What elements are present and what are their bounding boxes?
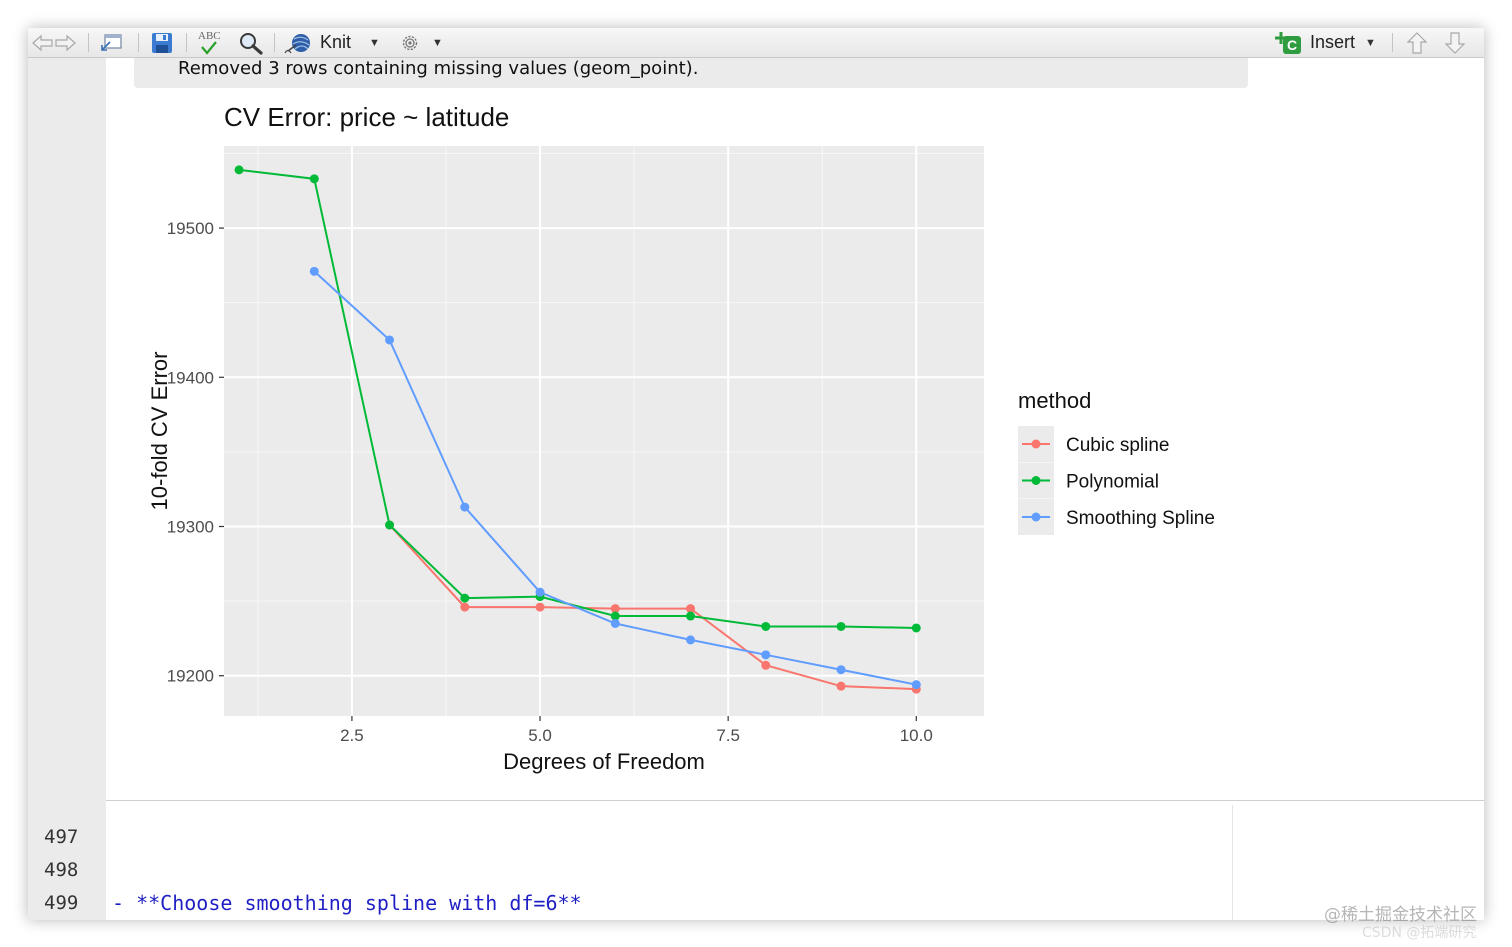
previous-chunk-icon[interactable]: [1406, 28, 1428, 57]
data-point: [385, 335, 395, 345]
insert-chunk-icon: C: [1274, 31, 1306, 55]
x-tick-label: 2.5: [340, 726, 364, 745]
data-point: [911, 623, 921, 633]
watermark-text: @稀土掘金技术社区: [1324, 905, 1477, 925]
legend-key-point: [1031, 439, 1041, 449]
y-axis-title: 10-fold CV Error: [147, 352, 172, 511]
data-point: [761, 650, 771, 660]
x-tick-label: 5.0: [528, 726, 552, 745]
series-line: [388, 524, 917, 691]
line-number: 498: [44, 859, 79, 881]
checkmark-icon: [201, 40, 218, 55]
data-point: [610, 604, 620, 614]
legend-title: method: [1018, 388, 1091, 413]
warning-text: Removed 3 rows containing missing values…: [178, 58, 699, 79]
data-point: [535, 587, 545, 597]
legend-label: Smoothing Spline: [1066, 508, 1215, 529]
insert-label: Insert: [1310, 32, 1356, 52]
x-tick-label: 10.0: [900, 726, 933, 745]
print-margin-line: [1232, 805, 1233, 920]
forward-arrow-icon[interactable]: [54, 28, 76, 57]
data-point: [385, 520, 395, 530]
legend-key-point: [1031, 476, 1041, 485]
chevron-down-icon: ▼: [369, 36, 380, 49]
back-arrow-icon[interactable]: [32, 28, 54, 57]
rstudio-editor-window: ABC Knit ▼ ▼ C Insert ▼: [28, 28, 1484, 920]
show-in-window-icon[interactable]: [100, 28, 124, 57]
data-point: [234, 165, 244, 175]
data-point: [836, 621, 846, 631]
knit-button[interactable]: Knit ▼: [284, 28, 380, 57]
data-point: [686, 635, 696, 645]
data-point: [535, 602, 545, 612]
chart-title: CV Error: price ~ latitude: [224, 102, 509, 132]
editor-toolbar: ABC Knit ▼ ▼ C Insert ▼: [28, 28, 1484, 58]
y-tick-label: 19200: [167, 667, 214, 686]
data-point: [836, 665, 846, 675]
line-number: 499: [44, 892, 79, 914]
series-line: [238, 168, 917, 629]
cv-error-plot: CV Error: price ~ latitude 2.5 5.0 7.5 10.0 1…: [147, 102, 1215, 774]
yarn-ball-icon: [284, 33, 310, 53]
data-point: [761, 621, 771, 631]
data-point: [309, 266, 319, 276]
plot-panel: [224, 146, 984, 716]
data-point: [836, 681, 846, 691]
chevron-down-icon: ▼: [1365, 36, 1376, 49]
line-number: 497: [44, 826, 79, 848]
watermark-text-secondary: CSDN @拓端研究: [1362, 925, 1477, 941]
code-line-499[interactable]: - **Choose smoothing spline with df=6**: [112, 891, 582, 915]
knit-label: Knit: [320, 32, 352, 52]
line-number-gutter: 497 498 499: [28, 58, 106, 920]
x-tick-label: 7.5: [716, 726, 740, 745]
data-point: [460, 502, 470, 512]
data-point: [911, 680, 921, 690]
chevron-down-icon: ▼: [432, 36, 443, 49]
data-point: [610, 611, 620, 621]
data-point: [460, 602, 470, 612]
insert-chunk-button[interactable]: C Insert ▼: [1274, 28, 1376, 57]
data-point: [761, 660, 771, 670]
data-point: [610, 618, 620, 628]
y-tick-label: 19400: [167, 368, 214, 387]
settings-button[interactable]: ▼: [398, 28, 443, 57]
spellcheck-label: ABC: [198, 29, 221, 42]
chunk-output-message: Removed 3 rows containing missing values…: [134, 58, 1248, 88]
gear-icon: [402, 35, 418, 50]
save-icon[interactable]: [150, 28, 174, 57]
y-tick-label: 19300: [167, 517, 214, 536]
legend-label: Cubic spline: [1066, 435, 1170, 456]
legend-key-point: [1031, 512, 1041, 522]
data-point: [460, 593, 470, 603]
data-point: [686, 604, 696, 614]
data-point: [686, 611, 696, 621]
data-point: [309, 174, 319, 184]
chunk-output-divider: [106, 800, 1484, 801]
x-axis-title: Degrees of Freedom: [503, 749, 705, 774]
next-chunk-icon[interactable]: [1444, 28, 1466, 57]
find-replace-icon[interactable]: [238, 28, 264, 57]
spellcheck-button[interactable]: ABC: [198, 28, 221, 57]
legend-label: Polynomial: [1066, 472, 1159, 493]
y-tick-label: 19500: [167, 219, 214, 238]
